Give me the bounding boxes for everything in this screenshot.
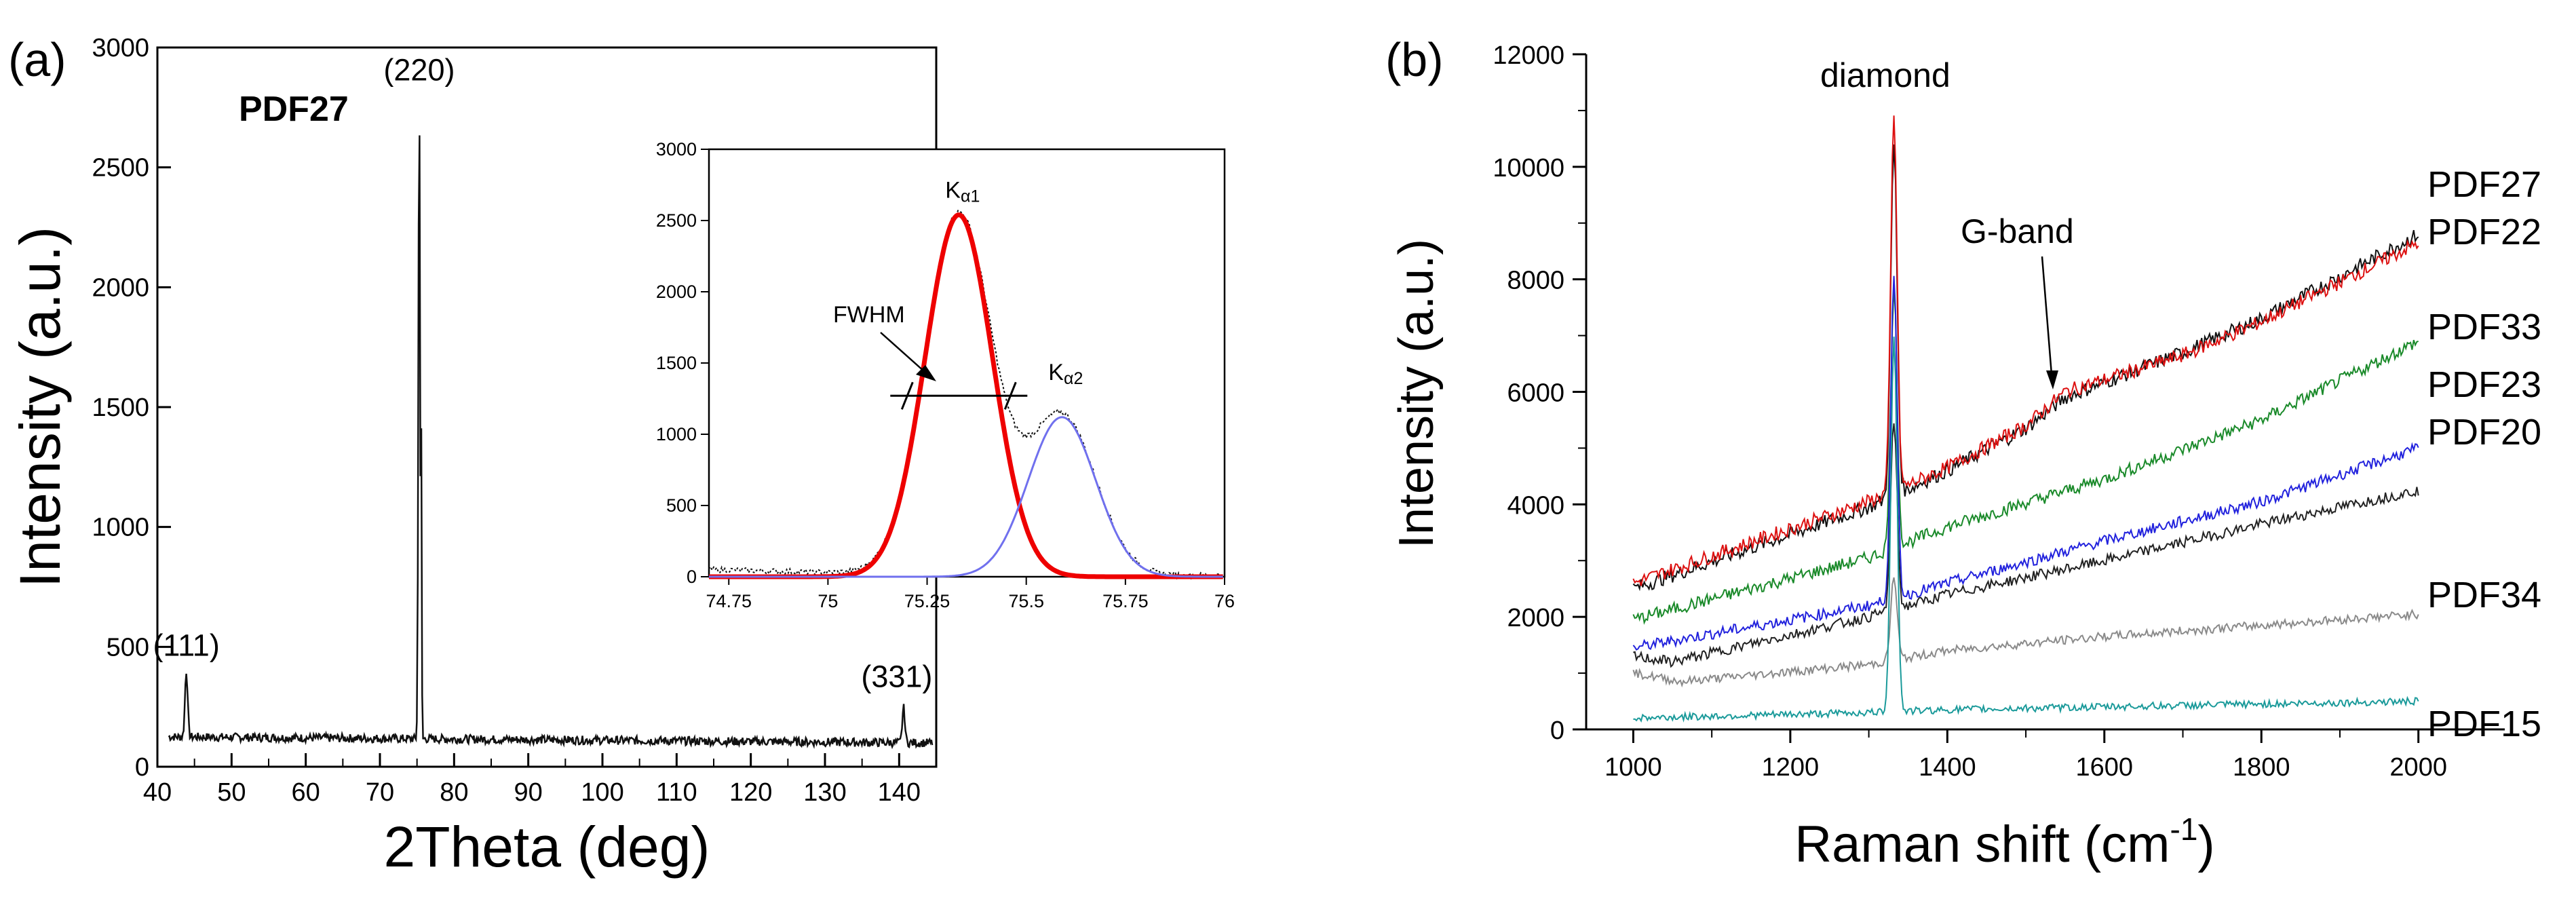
inset-k-alpha2-label: Kα2 — [1048, 360, 1083, 388]
panel-a-y-tick-label: 0 — [135, 753, 149, 782]
panel-b-x-tick-label: 1800 — [2233, 753, 2290, 782]
inset-fwhm-label: FWHM — [833, 302, 905, 328]
panel-a-x-ticks: 40 50 60 70 80 90 100 110 120 130 140 — [143, 753, 921, 807]
series-pdf33 — [1632, 286, 2419, 625]
panel-a-x-tick-label: 70 — [366, 778, 394, 807]
series-pdf27 — [1632, 144, 2419, 592]
panel-b-x-tick-label: 2000 — [2389, 753, 2447, 782]
diamond-annotation: diamond — [1820, 56, 1950, 94]
panel-a-y-ticks: 0 500 1000 1500 2000 2500 3000 — [92, 34, 171, 782]
inset-y-tick-label: 3000 — [656, 139, 697, 159]
g-band-arrowhead — [2046, 370, 2058, 389]
panel-a-x-tick-label: 100 — [581, 778, 623, 807]
panel-a-xrd-series — [168, 135, 934, 750]
panel-b-raman-chart: (b) 0 2000 4000 6000 8000 10000 12000 1000 1200… — [1385, 33, 2541, 873]
panel-a-y-tick-label: 2500 — [92, 154, 149, 183]
inset-x-tick-label: 75.25 — [904, 591, 950, 611]
peak-label-220: (220) — [383, 53, 455, 88]
inset-k-alpha1-label: Kα1 — [945, 178, 980, 206]
inset-measured-points — [708, 210, 1224, 580]
panel-a-y-tick-label: 2000 — [92, 273, 149, 302]
series-pdf23 — [1632, 275, 2419, 651]
series-pdf15 — [1633, 337, 2419, 723]
panel-b-y-tick-label: 2000 — [1507, 604, 1564, 632]
series-label-pdf15: PDF15 — [2427, 704, 2541, 744]
panel-b-y-tick-label: 12000 — [1493, 41, 1564, 70]
series-label-pdf33: PDF33 — [2427, 307, 2541, 347]
series-pdf22 — [1632, 115, 2419, 586]
panel-a-y-tick-label: 1000 — [92, 514, 149, 542]
inset-y-tick-label: 2000 — [656, 282, 697, 302]
series-pdf20 — [1633, 423, 2419, 668]
series-label-pdf23: PDF23 — [2427, 364, 2541, 405]
panel-a-x-tick-label: 130 — [803, 778, 846, 807]
inset-k-alpha2-fit — [709, 416, 1223, 578]
inset-x-ticks: 74.75 75 75.25 75.5 75.75 76 — [706, 577, 1235, 611]
panel-a-x-tick-label: 50 — [217, 778, 246, 807]
panel-b-y-tick-label: 6000 — [1507, 379, 1564, 408]
panel-a-x-tick-label: 140 — [878, 778, 921, 807]
panel-b-label: (b) — [1385, 33, 1444, 86]
peak-label-331: (331) — [861, 660, 932, 694]
g-band-annotation: G-band — [1961, 212, 2074, 250]
series-label-pdf27: PDF27 — [2427, 164, 2541, 205]
inset-x-tick-label: 75.75 — [1102, 591, 1149, 611]
inset-y-tick-label: 500 — [666, 495, 697, 516]
panel-b-y-tick-label: 4000 — [1507, 491, 1564, 520]
panel-b-series-group — [1632, 115, 2419, 723]
panel-a-x-tick-label: 90 — [514, 778, 543, 807]
panel-b-x-axis-title: Raman shift (cm-1) — [1794, 812, 2214, 873]
peak-label-111: (111) — [153, 628, 219, 663]
panel-b-y-tick-label: 10000 — [1493, 154, 1564, 183]
panel-a-x-tick-label: 120 — [729, 778, 772, 807]
inset-fwhm-arrowhead — [916, 365, 936, 381]
panel-a-x-tick-label: 40 — [143, 778, 172, 807]
inset-y-tick-label: 2500 — [656, 210, 697, 231]
panel-a-x-axis-title: 2Theta (deg) — [384, 815, 710, 879]
series-label-pdf22: PDF22 — [2427, 212, 2541, 252]
panel-a-y-axis-title: Intensity (a.u.) — [8, 227, 72, 588]
series-pdf34 — [1632, 577, 2419, 688]
inset-fwhm-arrow — [880, 332, 925, 373]
panel-b-x-tick-label: 1600 — [2076, 753, 2134, 782]
panel-b-x-tick-label: 1400 — [1919, 753, 1976, 782]
panel-b-x-ticks: 1000 1200 1400 1600 1800 2000 — [1604, 729, 2447, 782]
panel-a-x-tick-label: 110 — [656, 778, 697, 807]
panel-b-y-ticks: 0 2000 4000 6000 8000 10000 12000 — [1493, 41, 1586, 745]
inset-fwhm-marker-right — [1003, 381, 1017, 410]
panel-a-y-tick-label: 3000 — [92, 34, 149, 62]
panel-a-label: (a) — [8, 33, 66, 86]
inset-x-tick-label: 74.75 — [706, 591, 752, 611]
series-label-pdf34: PDF34 — [2427, 575, 2541, 615]
inset-x-tick-label: 75 — [818, 591, 838, 611]
inset-y-tick-label: 1500 — [656, 353, 697, 373]
panel-a-y-tick-label: 500 — [107, 633, 149, 662]
inset-y-tick-label: 1000 — [656, 424, 697, 444]
g-band-arrow — [2041, 256, 2053, 375]
panel-a-x-tick-label: 80 — [440, 778, 468, 807]
inset-x-tick-label: 75.5 — [1008, 591, 1044, 611]
panel-b-x-tick-label: 1200 — [1762, 753, 1820, 782]
inset-x-tick-label: 76 — [1214, 591, 1235, 611]
panel-b-y-axis-title: Intensity (a.u.) — [1389, 239, 1444, 548]
panel-a-y-tick-label: 1500 — [92, 394, 149, 422]
panel-b-y-tick-label: 0 — [1550, 717, 1564, 745]
inset-plot-frame — [708, 148, 1226, 578]
panel-a-sample-title: PDF27 — [239, 90, 349, 129]
panel-b-y-tick-label: 8000 — [1507, 267, 1564, 295]
inset-y-tick-label: 0 — [687, 567, 697, 587]
inset-y-ticks: 0 500 1000 1500 2000 2500 3000 — [656, 139, 709, 587]
panel-a-inset: 0 500 1000 1500 2000 2500 3000 74.75 75 75.25 75.… — [656, 139, 1235, 611]
panel-a-x-tick-label: 60 — [292, 778, 320, 807]
panel-b-series-labels: PDF27 PDF22 PDF33 PDF23 PDF20 PDF34 PDF15 — [2427, 164, 2541, 744]
series-label-pdf20: PDF20 — [2427, 412, 2541, 453]
inset-fwhm-marker-left — [900, 381, 914, 410]
panel-b-x-tick-label: 1000 — [1604, 753, 1662, 782]
